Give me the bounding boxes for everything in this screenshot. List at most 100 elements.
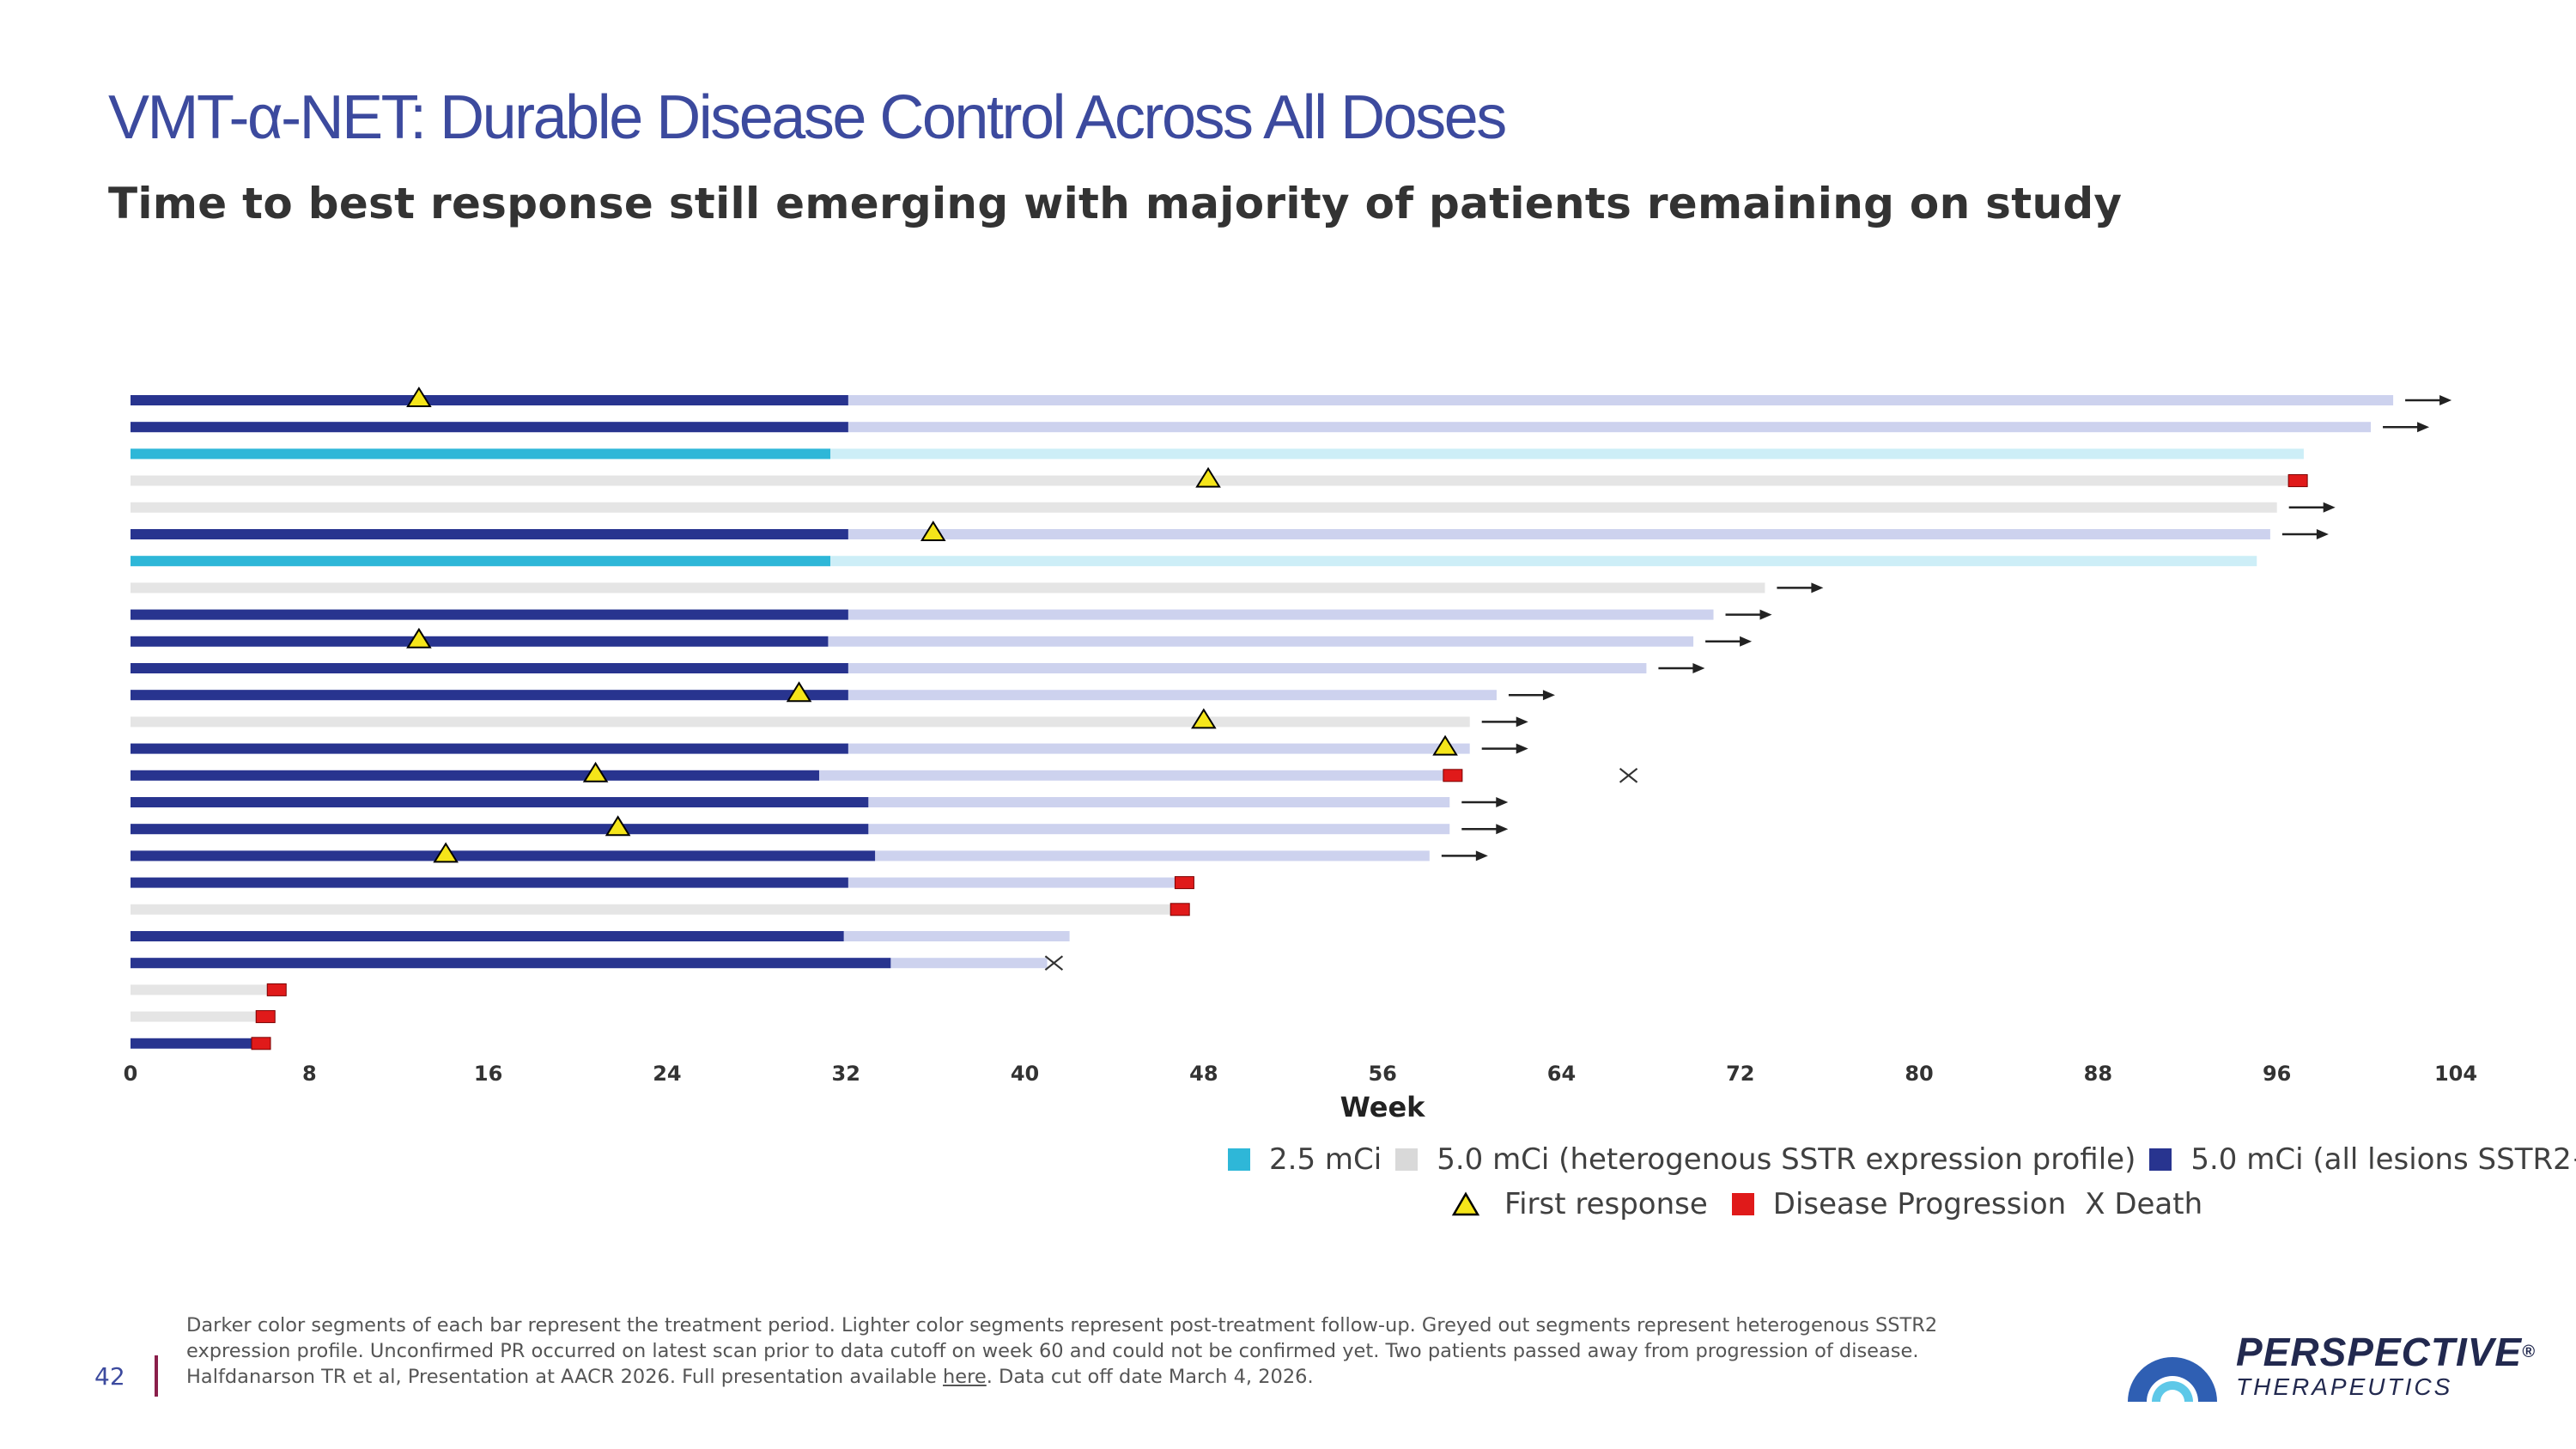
footer-divider — [155, 1355, 158, 1397]
legend-label: First response — [1504, 1187, 1708, 1221]
x-tick-label: 24 — [653, 1062, 681, 1086]
legend-label: 2.5 mCi — [1269, 1142, 1382, 1177]
x-tick-label: 104 — [2434, 1062, 2477, 1086]
treatment-bar — [131, 770, 819, 781]
treatment-bar — [131, 636, 829, 647]
ongoing-arrow-head — [1496, 797, 1509, 807]
legend-item-heterogenous: 5.0 mCi (heterogenous SSTR expression pr… — [1395, 1142, 2136, 1177]
ongoing-arrow-head — [1811, 582, 1824, 594]
swimmer-chart: 0 8 16 24 32 40 48 56 64 72 80 88 96 104 Week — [124, 387, 2477, 1123]
followup-bar — [131, 716, 1470, 728]
x-tick-label: 64 — [1547, 1062, 1576, 1086]
ongoing-arrow-head — [2417, 422, 2430, 433]
page-subtitle: Time to best response still emerging wit… — [108, 179, 2123, 228]
progression-marker — [1174, 876, 1194, 890]
first-response-marker — [605, 815, 631, 837]
followup-bar — [131, 502, 2277, 513]
legend-label: X Death — [2085, 1187, 2203, 1221]
first-response-marker — [582, 761, 609, 782]
treatment-bar — [131, 609, 848, 620]
treatment-bar — [131, 931, 844, 941]
treatment-bar — [131, 663, 848, 673]
treatment-bar — [131, 395, 848, 405]
legend-item-death: X Death — [2085, 1187, 2202, 1221]
presentation-link[interactable]: here — [943, 1366, 987, 1388]
footnote-text: Halfdanarson TR et al, Presentation at A… — [186, 1366, 944, 1388]
first-response-marker — [920, 521, 946, 541]
x-tick-label: 96 — [2263, 1062, 2291, 1086]
ongoing-arrow-head — [1740, 636, 1753, 647]
page-number: 42 — [94, 1362, 125, 1391]
x-tick-label: 88 — [2084, 1062, 2112, 1086]
ongoing-arrow-head — [1516, 716, 1528, 728]
progression-marker — [1170, 903, 1190, 916]
x-tick-label: 40 — [1011, 1062, 1039, 1086]
x-tick-label: 56 — [1368, 1062, 1396, 1086]
ongoing-arrow-head — [2323, 502, 2336, 513]
treatment-bar — [131, 422, 848, 433]
first-response-marker — [1191, 708, 1217, 729]
logo-subtitle: THERAPEUTICS — [2236, 1373, 2453, 1400]
legend-item-2-5-mci: 2.5 mCi — [1228, 1142, 1382, 1177]
treatment-bar — [131, 556, 831, 567]
markers-layer — [251, 387, 2452, 1050]
treatment-bar — [131, 850, 876, 861]
followup-bar — [131, 984, 276, 995]
followup-bar — [131, 582, 1765, 594]
x-tick-label: 32 — [832, 1062, 860, 1086]
ongoing-arrow-head — [1759, 609, 1772, 620]
footnote-line: expression profile. Unconfirmed PR occur… — [186, 1340, 1919, 1362]
ongoing-arrow-head — [2316, 529, 2329, 539]
logo-name: PERSPECTIVE® — [2236, 1330, 2536, 1374]
x-tick-label: 80 — [1905, 1062, 1933, 1086]
footnote-text: . Data cut off date March 4, 2026. — [986, 1366, 1314, 1388]
legend-groups: 2.5 mCi 5.0 mCi (heterogenous SSTR expre… — [1228, 1142, 2576, 1177]
treatment-bar — [131, 448, 831, 460]
followup-bar — [131, 1011, 265, 1022]
legend-swatch-progression — [1731, 1193, 1754, 1215]
logo-arc-icon — [2128, 1357, 2217, 1402]
legend-label: 5.0 mCi (all lesions SSTR2+) — [2190, 1142, 2576, 1177]
legend-markers: First response Disease Progression X Dea… — [1451, 1187, 2216, 1221]
legend-swatch-heterogenous — [1395, 1148, 1419, 1171]
x-axis-title: Week — [1340, 1091, 1426, 1123]
treatment-bar — [131, 690, 848, 701]
treatment-bar — [131, 877, 848, 888]
ongoing-arrow-head — [2439, 395, 2452, 405]
treatment-bar — [131, 1038, 256, 1049]
progression-marker — [255, 1010, 276, 1024]
x-tick-label: 16 — [474, 1062, 502, 1086]
first-response-marker — [433, 842, 459, 863]
x-tick-label: 8 — [302, 1062, 317, 1086]
legend-swatch-2-5-mci — [1228, 1148, 1250, 1171]
treatment-bar — [131, 824, 869, 835]
progression-marker — [266, 983, 287, 996]
legend-item-progression: Disease Progression — [1731, 1187, 2067, 1221]
treatment-bar — [131, 797, 869, 807]
legend-label: Disease Progression — [1772, 1187, 2067, 1221]
legend-swatch-all-sstr2 — [2149, 1148, 2172, 1171]
first-response-marker — [406, 387, 432, 407]
ongoing-arrow-head — [1496, 824, 1509, 835]
legend-item-first-response: First response — [1451, 1187, 1708, 1221]
triangle-icon — [1451, 1191, 1480, 1216]
first-response-marker — [786, 681, 812, 703]
first-response-marker — [1195, 466, 1221, 488]
treatment-bar — [131, 743, 848, 754]
footnote: Darker color segments of each bar repres… — [186, 1312, 2024, 1390]
x-axis: 0 8 16 24 32 40 48 56 64 72 80 88 96 104 Week — [124, 1062, 2477, 1123]
first-response-marker — [1432, 734, 1458, 756]
ongoing-arrow-head — [1475, 850, 1488, 861]
death-marker — [1619, 767, 1638, 783]
treatment-bar — [131, 529, 848, 539]
death-marker — [1044, 955, 1064, 971]
x-tick-label: 72 — [1726, 1062, 1754, 1086]
footnote-line: Darker color segments of each bar repres… — [186, 1314, 1938, 1336]
company-logo: PERSPECTIVE® THERAPEUTICS — [2121, 1323, 2536, 1409]
legend-label: 5.0 mCi (heterogenous SSTR expression pr… — [1437, 1142, 2136, 1177]
legend-item-all-sstr2: 5.0 mCi (all lesions SSTR2+) — [2149, 1142, 2576, 1177]
bars-layer — [131, 395, 2394, 1049]
treatment-bar — [131, 958, 891, 969]
page-title: VMT-α-NET: Durable Disease Control Acros… — [108, 83, 1507, 152]
progression-marker — [251, 1037, 271, 1050]
